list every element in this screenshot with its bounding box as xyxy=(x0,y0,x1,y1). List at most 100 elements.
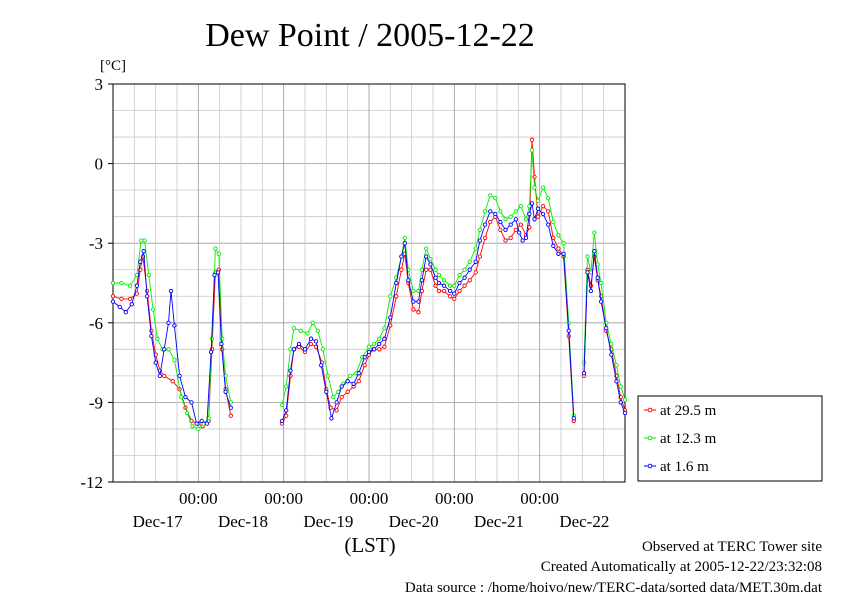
data-point xyxy=(433,275,438,280)
y-tick-label: -9 xyxy=(89,393,103,412)
data-point xyxy=(310,320,315,325)
data-point xyxy=(288,347,293,352)
data-point xyxy=(313,339,319,344)
data-point xyxy=(119,280,124,286)
data-point xyxy=(127,283,133,288)
legend-label: at 1.6 m xyxy=(660,459,709,475)
data-point xyxy=(402,235,407,241)
data-point xyxy=(546,222,551,227)
data-point xyxy=(482,209,488,214)
y-axis-label: [°C] xyxy=(100,58,126,74)
data-point xyxy=(331,394,336,400)
x-tick-label-time: 00:00 xyxy=(350,489,389,508)
data-point xyxy=(447,294,453,299)
data-point xyxy=(529,148,535,153)
footer-created: Created Automatically at 2005-12-22/23:3… xyxy=(541,559,822,575)
data-point xyxy=(556,251,561,256)
data-point xyxy=(498,209,503,214)
data-point xyxy=(110,294,116,299)
data-point xyxy=(334,400,339,405)
data-point xyxy=(320,347,326,352)
data-point xyxy=(462,283,467,288)
data-point xyxy=(540,203,546,209)
legend-item: at 12.3 m xyxy=(644,431,717,447)
data-point xyxy=(219,341,224,347)
data-point xyxy=(556,246,561,251)
y-tick-labels: 3 0 -3 -6 -9 -12 xyxy=(80,75,113,492)
data-point xyxy=(110,299,116,304)
data-point xyxy=(172,357,177,363)
data-point xyxy=(588,288,594,294)
data-point xyxy=(513,227,518,233)
data-point xyxy=(150,307,156,312)
data-point xyxy=(388,323,393,328)
data-point xyxy=(291,325,297,331)
data-point xyxy=(366,344,372,349)
legend-item: at 1.6 m xyxy=(644,459,709,475)
x-tick-label-time: 00:00 xyxy=(264,489,303,508)
y-tick-label: -6 xyxy=(89,314,103,333)
data-point xyxy=(190,424,195,429)
data-point xyxy=(508,222,513,227)
data-point xyxy=(402,241,407,246)
data-point xyxy=(308,341,314,347)
data-point xyxy=(377,347,382,352)
data-point xyxy=(356,379,361,384)
data-point xyxy=(447,283,453,288)
data-point xyxy=(452,291,457,296)
series-line xyxy=(281,139,575,424)
data-point xyxy=(622,397,628,402)
data-point xyxy=(315,328,320,333)
data-point xyxy=(467,267,472,272)
data-point xyxy=(424,267,429,272)
data-point xyxy=(155,336,160,341)
data-point xyxy=(119,296,124,302)
x-tick-label-day: Dec-20 xyxy=(389,512,439,531)
data-point xyxy=(129,302,134,307)
data-point xyxy=(179,394,184,400)
data-point xyxy=(196,426,201,432)
chart-title: Dew Point / 2005-12-22 xyxy=(205,17,535,54)
data-point xyxy=(183,394,188,400)
data-point xyxy=(518,203,524,209)
data-point xyxy=(503,217,508,222)
data-point xyxy=(592,230,597,235)
data-point xyxy=(348,373,353,379)
x-tick-label-day: Dec-19 xyxy=(303,512,353,531)
data-point xyxy=(551,219,556,225)
data-point xyxy=(598,299,604,304)
data-point xyxy=(441,283,447,288)
data-point xyxy=(134,283,140,288)
data-point xyxy=(566,320,571,325)
data-point xyxy=(503,227,508,233)
data-point xyxy=(477,254,483,259)
data-point xyxy=(162,347,167,352)
legend-marker xyxy=(647,435,653,441)
data-point xyxy=(117,304,122,310)
x-tick-labels: 00:00 00:00 00:00 00:00 00:00 Dec-17 Dec-18 Dec… xyxy=(133,489,610,531)
data-point xyxy=(428,256,433,262)
data-point xyxy=(540,185,546,190)
data-point xyxy=(162,373,167,379)
data-point xyxy=(166,320,171,325)
data-point xyxy=(123,310,128,315)
data-point xyxy=(532,185,537,190)
data-point xyxy=(561,241,566,246)
data-point xyxy=(334,408,339,413)
data-point xyxy=(527,225,532,230)
y-tick-label: 0 xyxy=(95,155,104,174)
data-point xyxy=(488,209,493,214)
data-point xyxy=(110,280,116,286)
data-point xyxy=(362,363,367,368)
data-point xyxy=(546,195,551,201)
data-point xyxy=(371,347,377,352)
data-point xyxy=(134,291,140,296)
x-tick-label-time: 00:00 xyxy=(179,489,218,508)
data-point xyxy=(604,325,609,331)
data-point xyxy=(228,405,233,410)
data-point xyxy=(394,294,399,299)
data-point xyxy=(144,294,150,299)
data-point xyxy=(508,235,513,241)
legend-box xyxy=(637,395,823,482)
